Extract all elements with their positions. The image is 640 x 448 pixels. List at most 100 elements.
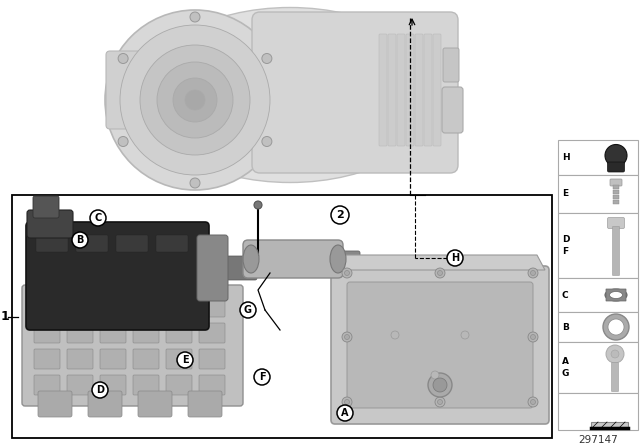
FancyBboxPatch shape [166, 375, 192, 395]
Circle shape [190, 12, 200, 22]
Circle shape [531, 271, 536, 276]
Text: 1: 1 [1, 310, 10, 323]
FancyBboxPatch shape [26, 222, 209, 330]
FancyBboxPatch shape [442, 87, 463, 133]
Bar [613, 185, 619, 189]
FancyBboxPatch shape [34, 349, 60, 369]
Circle shape [435, 397, 445, 407]
Circle shape [173, 78, 217, 122]
FancyBboxPatch shape [67, 349, 93, 369]
FancyBboxPatch shape [27, 210, 73, 238]
FancyBboxPatch shape [415, 34, 423, 146]
Polygon shape [335, 255, 545, 270]
FancyBboxPatch shape [347, 282, 533, 408]
Text: F: F [259, 372, 266, 382]
FancyBboxPatch shape [166, 297, 192, 317]
FancyBboxPatch shape [133, 297, 159, 317]
Circle shape [428, 373, 452, 397]
Circle shape [528, 397, 538, 407]
Circle shape [177, 352, 193, 368]
Circle shape [254, 369, 270, 385]
FancyBboxPatch shape [218, 256, 257, 280]
Circle shape [344, 271, 349, 276]
FancyBboxPatch shape [156, 235, 188, 252]
Bar [558, 140, 638, 175]
Circle shape [342, 332, 352, 342]
FancyBboxPatch shape [116, 235, 148, 252]
Ellipse shape [243, 245, 259, 273]
FancyBboxPatch shape [397, 34, 405, 146]
Bar [12, 195, 552, 438]
Text: G: G [244, 305, 252, 315]
FancyBboxPatch shape [606, 289, 626, 301]
Circle shape [140, 45, 250, 155]
Circle shape [531, 400, 536, 405]
Circle shape [608, 319, 624, 335]
FancyBboxPatch shape [88, 391, 122, 417]
FancyBboxPatch shape [67, 375, 93, 395]
FancyBboxPatch shape [424, 34, 432, 146]
FancyBboxPatch shape [76, 235, 108, 252]
FancyBboxPatch shape [611, 362, 618, 392]
FancyBboxPatch shape [199, 323, 225, 343]
Bar [558, 312, 638, 342]
Circle shape [342, 397, 352, 407]
FancyBboxPatch shape [100, 323, 126, 343]
Bar [613, 190, 619, 194]
Text: E: E [562, 190, 568, 198]
FancyBboxPatch shape [34, 297, 60, 317]
Text: B: B [76, 235, 84, 245]
Bar [558, 175, 638, 213]
FancyBboxPatch shape [67, 297, 93, 317]
Bar [558, 213, 638, 278]
Bar [558, 342, 638, 393]
Circle shape [344, 400, 349, 405]
FancyBboxPatch shape [610, 179, 622, 186]
FancyBboxPatch shape [106, 51, 144, 129]
FancyBboxPatch shape [67, 323, 93, 343]
FancyBboxPatch shape [243, 240, 343, 278]
Circle shape [190, 178, 200, 188]
Circle shape [240, 302, 256, 318]
Text: A
G: A G [562, 358, 570, 378]
Circle shape [120, 25, 270, 175]
Circle shape [185, 90, 205, 110]
Text: E: E [182, 355, 188, 365]
FancyBboxPatch shape [36, 235, 68, 252]
Circle shape [531, 335, 536, 340]
FancyBboxPatch shape [166, 349, 192, 369]
FancyBboxPatch shape [166, 323, 192, 343]
FancyBboxPatch shape [199, 375, 225, 395]
Text: A: A [341, 408, 349, 418]
FancyBboxPatch shape [612, 227, 620, 276]
FancyBboxPatch shape [22, 285, 243, 406]
Circle shape [438, 271, 442, 276]
FancyBboxPatch shape [133, 323, 159, 343]
FancyBboxPatch shape [199, 349, 225, 369]
FancyBboxPatch shape [443, 48, 459, 82]
FancyBboxPatch shape [197, 235, 228, 301]
FancyBboxPatch shape [607, 217, 625, 228]
Polygon shape [591, 422, 628, 427]
Circle shape [262, 137, 272, 146]
Bar [613, 195, 619, 199]
Circle shape [435, 268, 445, 278]
FancyBboxPatch shape [331, 266, 549, 424]
Circle shape [528, 268, 538, 278]
Circle shape [254, 201, 262, 209]
FancyBboxPatch shape [388, 34, 396, 146]
FancyBboxPatch shape [252, 12, 458, 173]
FancyBboxPatch shape [607, 162, 625, 172]
Circle shape [90, 210, 106, 226]
Text: 297147: 297147 [578, 435, 618, 445]
Circle shape [528, 332, 538, 342]
Text: C: C [562, 290, 568, 300]
Circle shape [118, 137, 128, 146]
FancyBboxPatch shape [100, 375, 126, 395]
Circle shape [391, 331, 399, 339]
FancyBboxPatch shape [138, 391, 172, 417]
Circle shape [611, 350, 619, 358]
Circle shape [342, 268, 352, 278]
Text: C: C [94, 213, 102, 223]
Circle shape [461, 331, 469, 339]
